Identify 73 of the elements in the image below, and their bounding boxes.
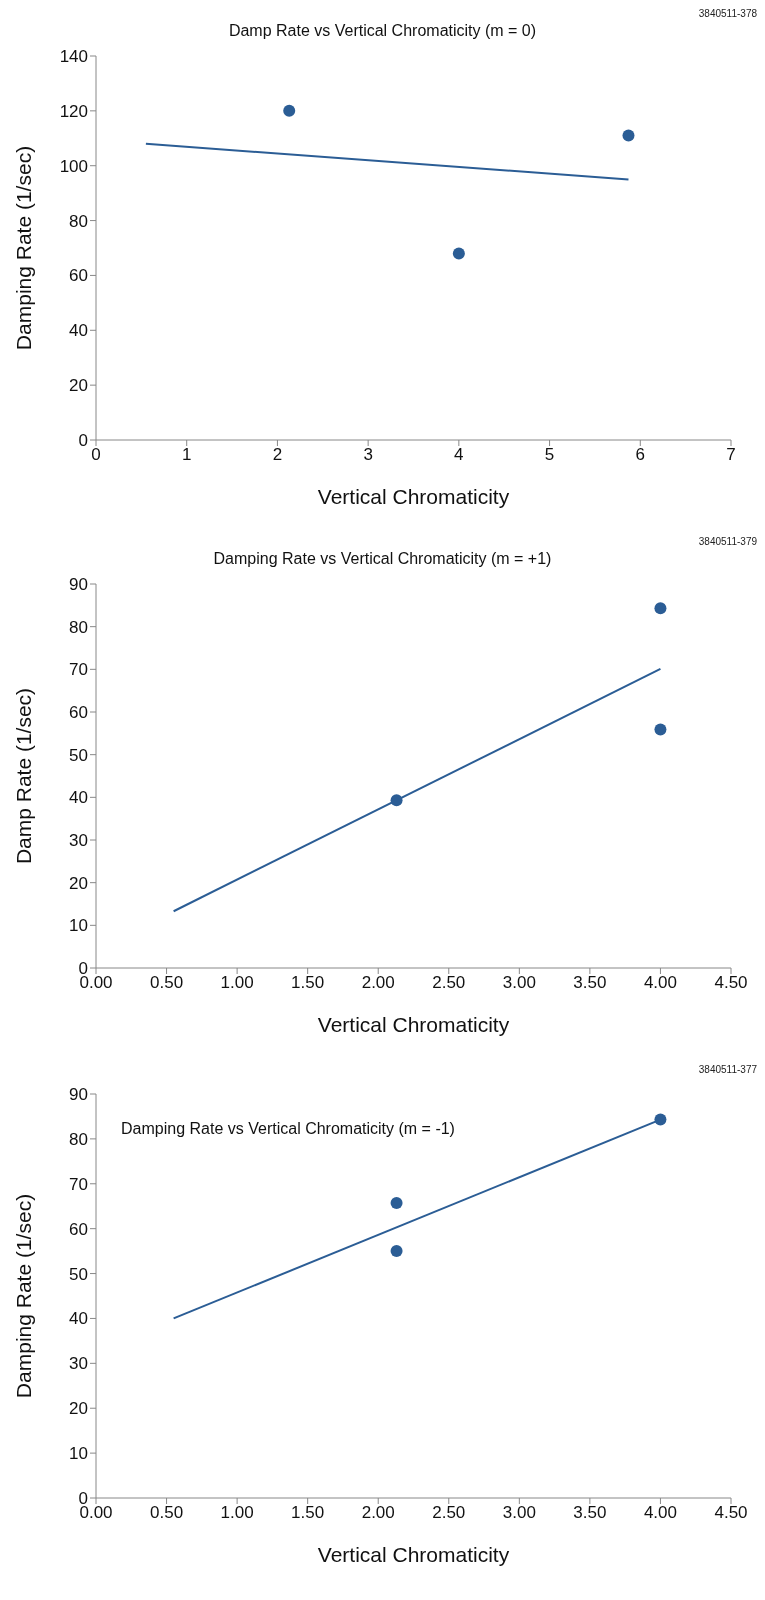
x-tick-label: 1.50 <box>291 1503 325 1523</box>
y-tick-label: 10 <box>69 916 88 936</box>
x-tick-label: 4 <box>454 445 464 465</box>
y-tick-label: 60 <box>69 703 88 723</box>
point <box>654 1113 667 1126</box>
x-tick-label: 4.50 <box>714 1503 748 1523</box>
y-tick-label: 100 <box>59 156 88 176</box>
x-tick-label: 4.50 <box>714 973 748 993</box>
x-tick-label: 3.50 <box>573 973 607 993</box>
point <box>390 1197 403 1210</box>
point <box>654 723 667 736</box>
x-tick-label: 0 <box>91 445 101 465</box>
y-tick-label: 40 <box>69 321 88 341</box>
text: 3840511-377 <box>697 1064 757 1077</box>
x-tick-label: 1.00 <box>220 1503 254 1523</box>
x-tick-label: 0.50 <box>150 973 184 993</box>
point <box>390 794 403 807</box>
x-tick-label: 1.00 <box>220 973 254 993</box>
text: 3840511-379 <box>697 536 757 549</box>
y-tick-label: 90 <box>69 575 88 595</box>
y-axis-title: Damp Rate (1/sec) <box>12 687 36 865</box>
x-tick-label: 7 <box>726 445 736 465</box>
point <box>622 129 635 142</box>
point <box>452 247 465 260</box>
x-axis-title: Vertical Chromaticity <box>317 1543 510 1566</box>
y-tick-label: 140 <box>59 47 88 67</box>
y-tick-label: 20 <box>69 873 88 893</box>
x-axis-title: Vertical Chromaticity <box>317 1013 510 1036</box>
x-tick-label: 3.00 <box>502 1503 536 1523</box>
x-tick-label: 2 <box>272 445 283 465</box>
x-tick-label: 6 <box>635 445 646 465</box>
y-tick-label: 0 <box>78 431 88 451</box>
y-tick-label: 120 <box>59 101 88 121</box>
y-tick-label: 60 <box>69 266 88 286</box>
x-tick-label: 3 <box>363 445 373 465</box>
y-tick-label: 40 <box>69 1309 88 1329</box>
x-tick-label: 2.00 <box>361 973 395 993</box>
y-tick-label: 50 <box>69 745 88 765</box>
y-tick-label: 70 <box>69 660 88 680</box>
x-tick-label: 2.00 <box>361 1503 395 1523</box>
point <box>283 104 296 117</box>
x-axis-title: Vertical Chromaticity <box>317 485 510 508</box>
x-tick-label: 5 <box>544 445 555 465</box>
x-tick-label: 1.50 <box>291 973 325 993</box>
y-tick-label: 60 <box>69 1219 88 1239</box>
y-tick-label: 30 <box>69 1354 88 1374</box>
x-tick-label: 4.00 <box>643 1503 677 1523</box>
y-tick-label: 40 <box>69 788 88 808</box>
text: 3840511-378 <box>697 8 757 21</box>
y-tick-label: 30 <box>69 831 88 851</box>
x-tick-label: 2.50 <box>432 1503 466 1523</box>
x-tick-label: 4.00 <box>643 973 677 993</box>
x-tick-label: 2.50 <box>432 973 466 993</box>
y-tick-label: 70 <box>69 1174 88 1194</box>
y-tick-label: 80 <box>69 211 88 231</box>
y-tick-label: 20 <box>69 1399 88 1419</box>
x-tick-label: 1 <box>181 445 192 465</box>
y-tick-label: 80 <box>69 617 88 637</box>
y-tick-label: 10 <box>69 1444 88 1464</box>
y-tick-label: 50 <box>69 1264 88 1284</box>
x-tick-label: 0.50 <box>150 1503 184 1523</box>
y-tick-label: 80 <box>69 1129 88 1149</box>
x-tick-label: 3.50 <box>573 1503 607 1523</box>
chart-title: Damp Rate vs Vertical Chromaticity (m = 0) <box>227 22 538 40</box>
x-tick-label: 3.00 <box>502 973 536 993</box>
point <box>654 602 667 615</box>
y-axis-title: Damping Rate (1/sec) <box>12 145 36 351</box>
text: Damping Rate vs Vertical Chromaticity (m = -1) <box>121 1120 455 1137</box>
point <box>390 1245 403 1258</box>
y-tick-label: 20 <box>69 376 88 396</box>
chart-title: Damping Rate vs Vertical Chromaticity (m = +1) <box>212 550 553 568</box>
y-axis-title: Damping Rate (1/sec) <box>12 1193 36 1399</box>
y-tick-label: 90 <box>69 1085 88 1105</box>
